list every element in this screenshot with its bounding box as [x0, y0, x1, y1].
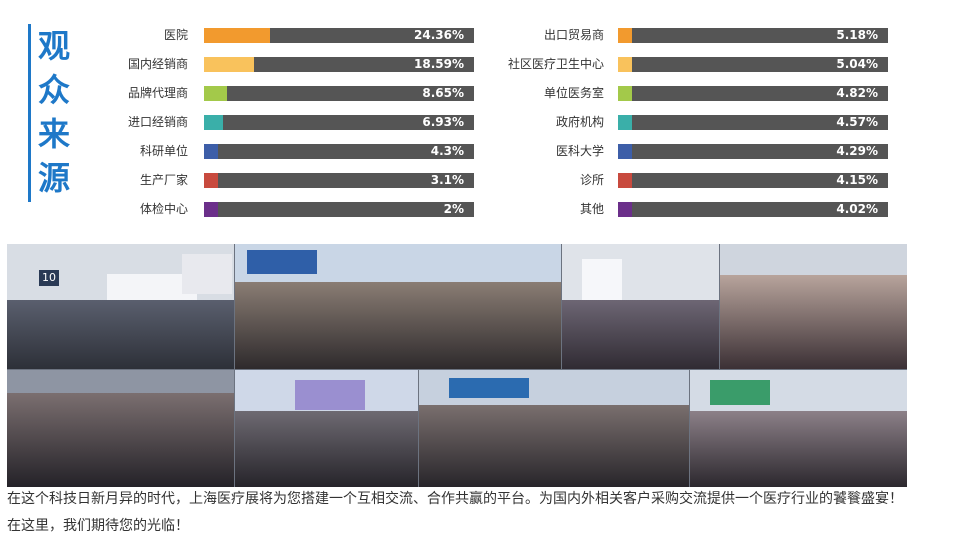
bar: [204, 28, 270, 43]
bar: [204, 115, 223, 130]
bar-track: 4.15%: [618, 173, 888, 188]
hall-sign: 10: [39, 270, 59, 286]
category-label: 社区医疗卫生中心: [507, 57, 604, 71]
bar: [618, 57, 632, 72]
footer-line-1: 在这个科技日新月异的时代，上海医疗展将为您搭建一个互相交流、合作共赢的平台。为国…: [7, 491, 903, 507]
bar-track: 6.93%: [204, 115, 474, 130]
category-label: 品牌代理商: [127, 86, 188, 100]
bar: [204, 173, 218, 188]
audience-source-title: 观 众 来 源: [28, 24, 80, 202]
category-label: 进口经销商: [127, 115, 188, 129]
bar-track: 4.57%: [618, 115, 888, 130]
bar-value-label: 18.59%: [414, 57, 464, 71]
exhibition-photo-booth: [235, 370, 418, 487]
bar-track: 2%: [204, 202, 474, 217]
audience-bar-charts: 医院 24.36% 国内经销商 18.59% 品牌代理商 8.65% 进口经销商 6.93% 科…: [0, 0, 965, 225]
category-label: 国内经销商: [127, 57, 188, 71]
bar-value-label: 5.04%: [836, 57, 878, 71]
bar: [204, 202, 218, 217]
bar-track: 18.59%: [204, 57, 474, 72]
bar-value-label: 24.36%: [414, 28, 464, 42]
bar: [204, 144, 218, 159]
bar-value-label: 8.65%: [422, 86, 464, 100]
bar-value-label: 2%: [443, 202, 464, 216]
bar: [618, 115, 632, 130]
title-char: 众: [37, 71, 70, 109]
bar-value-label: 4.29%: [836, 144, 878, 158]
bar-value-label: 4.82%: [836, 86, 878, 100]
bar-value-label: 4.15%: [836, 173, 878, 187]
category-label: 医院: [163, 28, 188, 42]
bar: [618, 144, 632, 159]
bar: [204, 86, 228, 101]
bar: [204, 57, 255, 72]
bar: [618, 202, 632, 217]
category-label: 体检中心: [139, 202, 188, 216]
title-char: 来: [37, 115, 70, 153]
bar-track: 5.04%: [618, 57, 888, 72]
bar-value-label: 3.1%: [430, 173, 464, 187]
bar-value-label: 5.18%: [836, 28, 878, 42]
title-char: 源: [37, 159, 70, 197]
category-label: 诊所: [579, 173, 604, 187]
bar: [618, 28, 632, 43]
category-label: 政府机构: [555, 115, 604, 129]
bar-track: 4.3%: [204, 144, 474, 159]
exhibition-photo-aisle: [562, 244, 719, 369]
bar: [618, 173, 632, 188]
bar-track: 4.02%: [618, 202, 888, 217]
category-label: 出口贸易商: [543, 28, 604, 42]
exhibition-photo-crowd: [235, 244, 561, 369]
exhibition-photo-visitors: [720, 244, 907, 369]
exhibition-photo-stand: [690, 370, 907, 487]
category-label: 生产厂家: [139, 173, 188, 187]
bar: [618, 86, 632, 101]
bar-track: 3.1%: [204, 173, 474, 188]
bar-track: 4.29%: [618, 144, 888, 159]
bar-value-label: 6.93%: [422, 115, 464, 129]
bar-value-label: 4.02%: [836, 202, 878, 216]
category-label: 其他: [579, 202, 604, 216]
category-label: 科研单位: [139, 144, 188, 158]
bar-track: 5.18%: [618, 28, 888, 43]
bar-track: 24.36%: [204, 28, 474, 43]
footer-line-2: 在这里，我们期待您的光临！: [7, 518, 189, 534]
exhibition-photo-hall: 10: [7, 244, 234, 369]
title-char: 观: [37, 27, 70, 65]
bar-value-label: 4.57%: [836, 115, 878, 129]
bar-track: 8.65%: [204, 86, 474, 101]
exhibition-photo-collage: 10: [7, 244, 907, 487]
exhibition-photo-queue: [7, 370, 234, 487]
category-label: 医科大学: [555, 144, 604, 158]
category-label: 单位医务室: [543, 86, 604, 100]
bar-value-label: 4.3%: [430, 144, 464, 158]
bar-track: 4.82%: [618, 86, 888, 101]
exhibition-photo-hallway: [419, 370, 689, 487]
